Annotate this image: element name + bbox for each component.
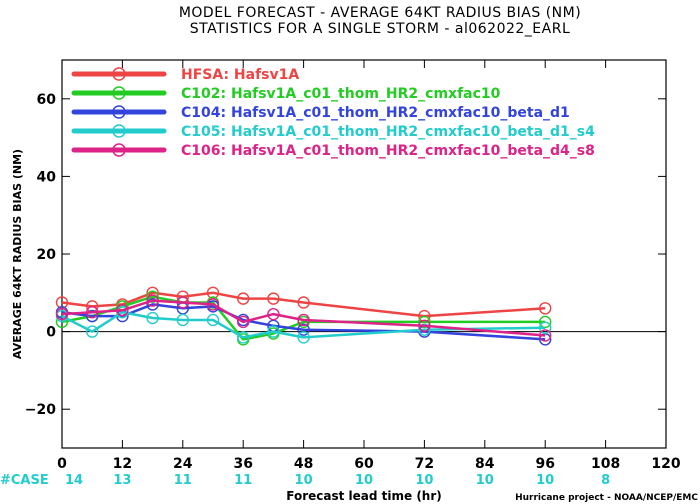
data-point (116, 304, 129, 317)
x-tick-label: 96 (535, 456, 554, 472)
y-tick-label: −20 (25, 402, 56, 418)
legend-swatch-marker (112, 143, 126, 157)
case-count: 11 (234, 473, 252, 488)
data-point (85, 309, 99, 323)
legend-swatch-marker (112, 86, 126, 100)
series-3 (55, 306, 552, 344)
x-tick-label: 0 (57, 456, 67, 472)
case-count: 10 (355, 473, 373, 488)
case-count: 11 (174, 473, 192, 488)
data-point (146, 290, 159, 303)
data-point (297, 313, 310, 327)
data-point (206, 313, 220, 327)
case-count: 10 (295, 473, 313, 488)
data-point (539, 321, 552, 334)
chart-subtitle: STATISTICS FOR A SINGLE STORM - al062022… (190, 21, 571, 37)
data-point (297, 296, 310, 309)
data-point (297, 323, 310, 336)
case-counts-row: #CASE 14 13 11 11 10 10 10 10 10 8 (0, 473, 610, 488)
data-point (418, 323, 431, 336)
data-point (85, 306, 99, 319)
data-point (539, 329, 552, 342)
legend-swatch-marker (112, 124, 126, 138)
case-count: 10 (476, 473, 494, 488)
series-line (61, 299, 546, 337)
data-point (146, 294, 159, 307)
case-count: 13 (113, 473, 131, 488)
legend-entry: C106: Hafsv1A_c01_thom_HR2_cmxfac10_beta… (181, 143, 595, 159)
x-tick-label: 12 (113, 456, 132, 472)
case-count: 8 (601, 473, 610, 488)
chart-title: MODEL FORECAST - AVERAGE 64KT RADIUS BIA… (179, 5, 581, 21)
series-line (61, 303, 546, 341)
series-line (61, 291, 546, 318)
data-point (267, 325, 280, 338)
case-count: 10 (536, 473, 554, 488)
data-point (539, 302, 552, 315)
legend: HFSA: Hafsv1A C102: Hafsv1A_c01_thom_HR2_… (71, 67, 595, 159)
credit-text: Hurricane project - NOAA/NCEP/EMC (515, 493, 698, 503)
x-tick-label: 36 (233, 456, 252, 472)
data-point (55, 307, 69, 321)
x-tick-label: 48 (294, 456, 313, 472)
series-line (61, 310, 546, 339)
legend-entry: C102: Hafsv1A_c01_thom_HR2_cmxfac10 (181, 86, 501, 102)
data-point (146, 298, 159, 311)
x-axis-label: Forecast lead time (hr) (286, 489, 442, 503)
data-point (267, 292, 280, 305)
legend-entry: C105: Hafsv1A_c01_thom_HR2_cmxfac10_beta… (181, 124, 595, 140)
legend-swatch-marker (112, 105, 126, 119)
x-tick-label: 60 (354, 456, 374, 472)
data-point (176, 296, 190, 309)
y-tick-label: 0 (46, 325, 56, 341)
data-point (267, 307, 280, 321)
data-point (85, 325, 99, 338)
y-axis-label: AVERAGE 64KT RADIUS BIAS (NM) (11, 149, 24, 359)
x-axis: 0 12 24 36 48 60 72 84 96 108 120 (57, 60, 681, 472)
data-point (418, 319, 431, 332)
legend-entry: HFSA: Hafsv1A (181, 67, 299, 83)
data-point (236, 315, 250, 329)
x-tick-label: 84 (475, 456, 495, 472)
data-point (297, 331, 310, 344)
case-label: #CASE (0, 473, 49, 488)
legend-swatch-marker (112, 67, 126, 81)
x-tick-label: 72 (415, 456, 434, 472)
data-point (539, 315, 552, 329)
x-tick-label: 24 (173, 456, 193, 472)
data-point (418, 315, 431, 329)
data-point (176, 313, 190, 327)
data-point (146, 311, 159, 325)
legend-entry: C104: Hafsv1A_c01_thom_HR2_cmxfac10_beta… (181, 105, 570, 121)
data-point (236, 331, 250, 344)
data-point (236, 292, 250, 305)
series-layer (55, 286, 552, 346)
y-axis: −20 0 20 40 60 (25, 92, 666, 418)
y-tick-label: 20 (37, 247, 57, 263)
case-count: 10 (415, 473, 433, 488)
case-count: 14 (65, 473, 83, 488)
y-tick-label: 60 (37, 92, 57, 108)
x-tick-label: 120 (651, 456, 680, 472)
y-tick-label: 40 (37, 169, 57, 185)
data-point (206, 298, 220, 311)
x-tick-label: 108 (591, 456, 620, 472)
series-4 (55, 294, 552, 342)
